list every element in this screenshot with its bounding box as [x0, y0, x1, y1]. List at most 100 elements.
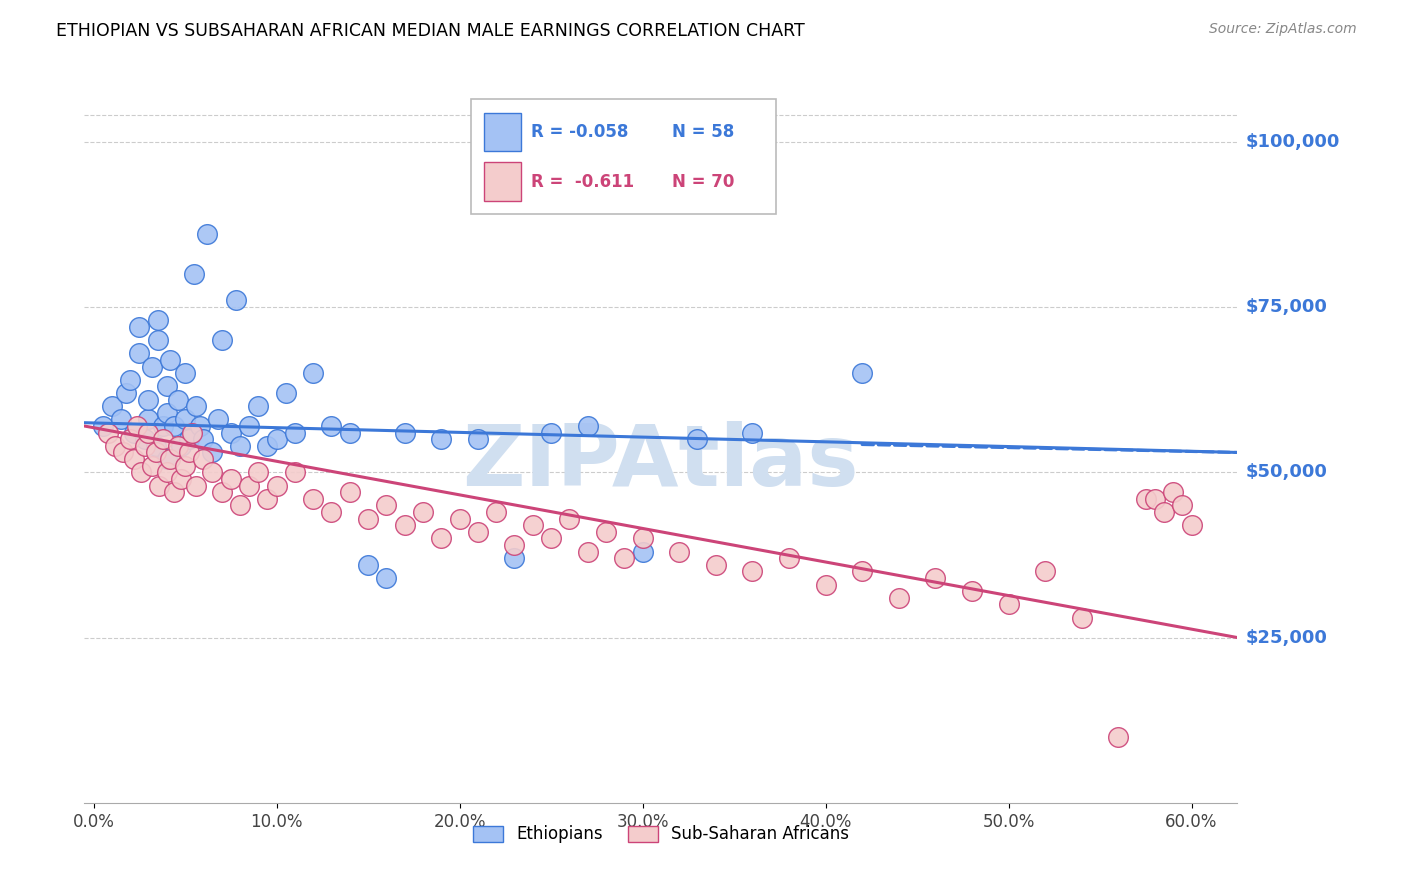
Text: $100,000: $100,000: [1246, 133, 1340, 151]
Point: [122, 425, 145, 440]
Point: [1161, 485, 1184, 500]
Point: [357, 511, 380, 525]
Point: [219, 425, 242, 440]
Point: [104, 439, 127, 453]
Point: [266, 432, 288, 446]
Text: ETHIOPIAN VS SUBSAHARAN AFRICAN MEDIAN MALE EARNINGS CORRELATION CHART: ETHIOPIAN VS SUBSAHARAN AFRICAN MEDIAN M…: [56, 22, 806, 40]
Point: [134, 432, 156, 446]
Point: [613, 551, 636, 566]
Point: [129, 465, 152, 479]
Point: [110, 412, 132, 426]
Point: [201, 465, 224, 479]
Point: [148, 478, 170, 492]
Point: [166, 439, 188, 453]
Point: [247, 399, 270, 413]
Point: [156, 465, 179, 479]
Point: [1153, 505, 1175, 519]
Text: $50,000: $50,000: [1246, 463, 1327, 482]
Point: [91, 419, 114, 434]
Point: [321, 505, 343, 519]
Point: [184, 478, 207, 492]
Point: [159, 352, 181, 367]
Point: [128, 319, 150, 334]
Point: [1033, 565, 1056, 579]
Point: [188, 419, 211, 434]
Text: ZIPAtlas: ZIPAtlas: [463, 421, 859, 504]
Point: [238, 419, 260, 434]
Point: [741, 425, 763, 440]
Point: [540, 425, 562, 440]
Text: $75,000: $75,000: [1246, 298, 1327, 316]
Point: [193, 432, 215, 446]
Point: [120, 432, 142, 446]
Point: [138, 392, 160, 407]
Point: [256, 439, 278, 453]
Point: [177, 432, 200, 446]
Text: Source: ZipAtlas.com: Source: ZipAtlas.com: [1209, 22, 1357, 37]
Point: [1070, 610, 1092, 624]
Point: [522, 518, 544, 533]
Point: [174, 458, 197, 473]
Point: [146, 333, 169, 347]
Point: [219, 472, 242, 486]
Point: [540, 532, 562, 546]
Point: [302, 491, 325, 506]
Point: [631, 544, 654, 558]
Point: [201, 445, 224, 459]
Point: [394, 518, 416, 533]
Point: [394, 425, 416, 440]
Text: $25,000: $25,000: [1246, 629, 1327, 647]
Point: [449, 511, 471, 525]
Point: [412, 505, 434, 519]
Point: [229, 499, 252, 513]
FancyBboxPatch shape: [485, 112, 522, 152]
Point: [503, 538, 526, 552]
Point: [141, 359, 163, 374]
Point: [211, 485, 233, 500]
Point: [1171, 499, 1194, 513]
Point: [156, 379, 179, 393]
Point: [247, 465, 270, 479]
Point: [120, 373, 142, 387]
Point: [924, 571, 946, 585]
Point: [211, 333, 233, 347]
Point: [467, 432, 489, 446]
Point: [256, 491, 278, 506]
Point: [558, 511, 581, 525]
Point: [152, 419, 174, 434]
Point: [704, 558, 727, 572]
Point: [127, 419, 149, 434]
Point: [174, 366, 197, 380]
Point: [207, 412, 229, 426]
Point: [997, 598, 1019, 612]
Point: [339, 485, 361, 500]
Point: [141, 458, 163, 473]
Point: [1107, 730, 1129, 744]
Point: [181, 425, 204, 440]
Point: [115, 386, 138, 401]
Point: [631, 532, 654, 546]
Point: [177, 445, 200, 459]
Point: [851, 366, 873, 380]
Point: [145, 445, 167, 459]
Text: N = 70: N = 70: [672, 173, 735, 191]
Point: [163, 419, 186, 434]
Point: [195, 227, 218, 242]
Point: [138, 412, 160, 426]
Point: [668, 544, 690, 558]
Point: [101, 399, 124, 413]
Point: [97, 425, 120, 440]
Point: [122, 452, 145, 467]
Point: [686, 432, 709, 446]
Point: [1180, 518, 1202, 533]
Point: [321, 419, 343, 434]
Point: [485, 505, 508, 519]
Point: [1143, 491, 1166, 506]
Point: [238, 478, 260, 492]
Point: [595, 524, 617, 539]
Point: [1135, 491, 1157, 506]
Point: [225, 293, 247, 308]
Point: [302, 366, 325, 380]
Point: [159, 452, 181, 467]
Point: [170, 472, 193, 486]
